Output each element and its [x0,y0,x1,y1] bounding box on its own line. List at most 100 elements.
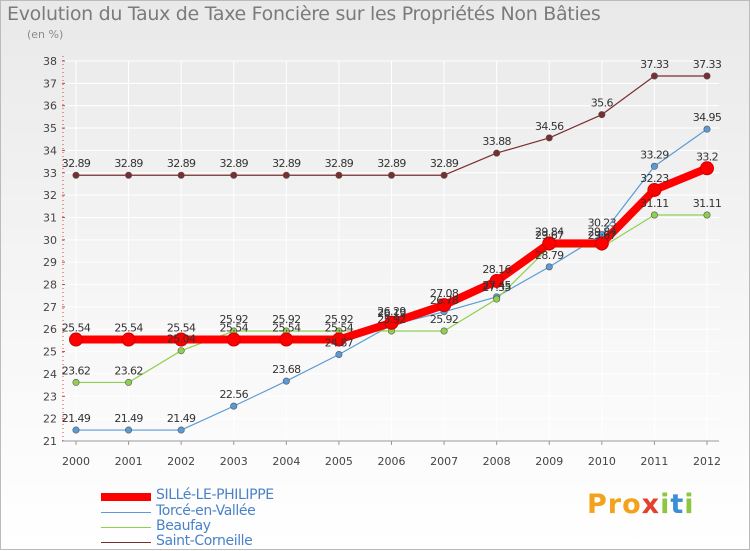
data-label-beaufay: 25.92 [377,313,406,326]
chart-title: Evolution du Taux de Taxe Foncière sur l… [7,3,601,25]
data-label-saint-corneille: 35.6 [591,97,614,110]
data-label-beaufay: 27.35 [482,281,511,294]
legend-swatch [101,512,151,513]
data-label-torc-en-vall-e: 27.45 [482,279,511,292]
data-label-sill-le-philippe: 25.54 [272,322,301,335]
data-point-sill-le-philippe [121,332,136,347]
data-point-torc-en-vall-e [282,377,290,385]
y-tick-label: 36 [43,100,57,113]
data-point-beaufay [650,211,658,219]
data-label-torc-en-vall-e: 28.79 [535,249,564,262]
data-point-sill-le-philippe [279,332,294,347]
y-tick-label: 34 [43,144,57,157]
legend-swatch [101,527,151,528]
x-tick-label: 2001 [115,455,143,468]
data-label-sill-le-philippe: 25.54 [62,322,91,335]
data-label-saint-corneille: 32.89 [430,157,459,170]
data-point-saint-corneille [387,171,395,179]
legend-label: SILLé-LE-PHILIPPE [156,487,274,503]
axes: 21 22 23 24 25 26 27 28 29 30 31 32 33 34 35 36 37 38 2000… [43,55,721,468]
data-label-saint-corneille: 32.89 [62,157,91,170]
data-label-beaufay: 25.92 [220,313,249,326]
data-label-saint-corneille: 32.89 [272,157,301,170]
data-label-sill-le-philippe: 33.2 [696,150,718,163]
data-label-beaufay: 29.67 [535,229,564,242]
x-tick-label: 2009 [535,455,563,468]
data-point-saint-corneille [493,149,501,157]
data-label-beaufay: 31.11 [640,197,669,210]
y-tick-label: 32 [43,189,57,202]
y-tick-label: 37 [43,77,57,90]
data-label-torc-en-vall-e: 22.56 [220,388,249,401]
data-label-sill-le-philippe: 25.54 [114,322,143,335]
data-label-beaufay: 31.11 [693,197,722,210]
x-tick-label: 2004 [272,455,300,468]
data-label-saint-corneille: 37.33 [693,58,722,71]
chart-subtitle: (en %) [27,28,64,41]
legend-label: Torcé-en-Vallée [156,503,256,519]
data-label-saint-corneille: 37.33 [640,58,669,71]
data-label-saint-corneille: 32.89 [377,157,406,170]
data-label-saint-corneille: 32.89 [167,157,196,170]
data-label-torc-en-vall-e: 21.49 [167,412,196,425]
legend-label: Saint-Corneille [156,533,253,549]
y-tick-label: 29 [43,256,57,269]
data-point-saint-corneille [230,171,238,179]
data-label-sill-le-philippe: 25.54 [167,322,196,335]
data-point-sill-le-philippe [437,298,452,313]
x-tick-label: 2002 [167,455,195,468]
data-label-torc-en-vall-e: 30.23 [588,217,617,230]
data-point-sill-le-philippe [489,273,504,288]
data-point-sill-le-philippe [69,332,83,347]
legend-label: Beaufay [156,518,211,534]
data-label-sill-le-philippe: 27.08 [430,287,459,300]
logo-text: i [660,489,671,520]
data-point-torc-en-vall-e [545,263,553,271]
data-point-sill-le-philippe [226,332,241,347]
proxiti-logo: Proxiti [587,489,695,520]
data-point-torc-en-vall-e [230,402,238,410]
data-label-torc-en-vall-e: 24.87 [325,336,354,349]
data-point-beaufay [440,327,448,335]
data-label-sill-le-philippe: 26.29 [377,305,406,318]
data-point-beaufay [493,295,501,303]
data-label-beaufay: 29.67 [588,229,617,242]
data-label-torc-en-vall-e: 34.95 [693,111,722,124]
data-point-sill-le-philippe [542,236,557,251]
legend-swatch [101,542,151,543]
data-point-saint-corneille [282,171,290,179]
x-tick-label: 2007 [430,455,458,468]
data-label-beaufay: 23.62 [62,364,91,377]
data-label-saint-corneille: 32.89 [114,157,143,170]
logo-text: i [684,489,695,520]
data-label-beaufay: 25.92 [430,313,459,326]
y-tick-label: 24 [43,368,57,381]
data-point-saint-corneille [598,111,606,119]
x-tick-label: 2005 [325,455,353,468]
x-tick-label: 2000 [62,455,90,468]
x-tick-label: 2008 [483,455,511,468]
data-point-saint-corneille [440,171,448,179]
y-tick-label: 21 [43,435,57,448]
y-tick-label: 33 [43,167,57,180]
y-tick-label: 30 [43,234,57,247]
series-points [69,72,714,434]
y-tick-label: 25 [43,346,57,359]
data-label-sill-le-philippe: 28.16 [482,263,511,276]
data-point-saint-corneille [177,171,185,179]
data-point-sill-le-philippe [174,332,189,347]
data-point-torc-en-vall-e [335,350,343,358]
data-label-torc-en-vall-e: 26.78 [430,294,459,307]
data-point-saint-corneille [125,171,133,179]
data-point-saint-corneille [335,171,343,179]
data-label-sill-le-philippe: 29.84 [535,225,564,238]
data-point-saint-corneille [703,72,711,80]
data-point-torc-en-vall-e [72,426,80,434]
data-point-torc-en-vall-e [703,125,711,133]
data-label-saint-corneille: 34.56 [535,120,564,133]
data-label-beaufay: 25.92 [325,313,354,326]
data-point-torc-en-vall-e [177,426,185,434]
data-label-torc-en-vall-e: 23.68 [272,363,301,376]
